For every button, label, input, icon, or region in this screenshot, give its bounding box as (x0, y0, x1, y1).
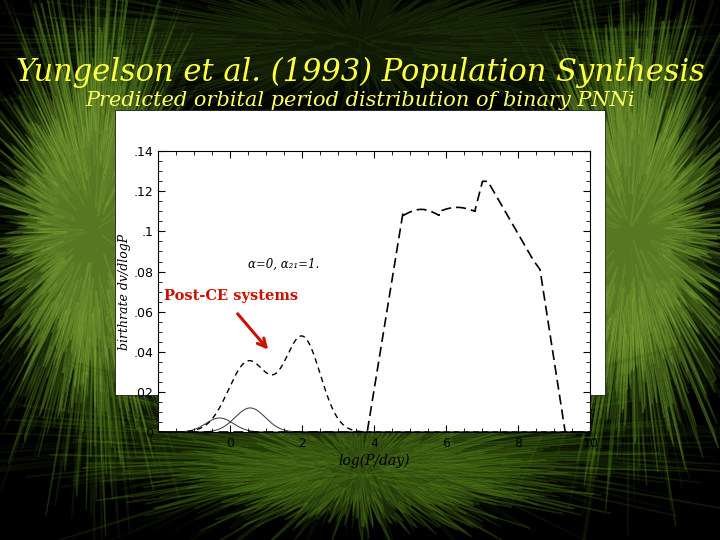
Y-axis label: birthrate dv/dlogP: birthrate dv/dlogP (118, 233, 131, 350)
Polygon shape (557, 50, 718, 399)
X-axis label: log(P/day): log(P/day) (338, 454, 410, 468)
Polygon shape (0, 0, 222, 476)
Polygon shape (0, 0, 274, 540)
Polygon shape (518, 0, 720, 471)
Polygon shape (127, 403, 595, 540)
Polygon shape (0, 310, 720, 540)
Polygon shape (0, 0, 720, 147)
Polygon shape (539, 0, 720, 472)
Polygon shape (0, 306, 720, 540)
Polygon shape (49, 369, 687, 540)
Polygon shape (19, 58, 174, 375)
Polygon shape (492, 0, 720, 526)
Polygon shape (493, 0, 720, 540)
Text: Yungelson et al. (1993) Population Synthesis: Yungelson et al. (1993) Population Synth… (16, 56, 704, 87)
Text: Post-CE systems: Post-CE systems (164, 288, 298, 302)
Polygon shape (0, 0, 196, 417)
Polygon shape (0, 0, 701, 113)
Polygon shape (0, 0, 227, 537)
Bar (115, 110, 605, 395)
Text: α=0, α₂₁=1.: α=0, α₂₁=1. (248, 258, 320, 271)
Text: Predicted orbital period distribution of binary PNNi: Predicted orbital period distribution of… (85, 91, 635, 110)
